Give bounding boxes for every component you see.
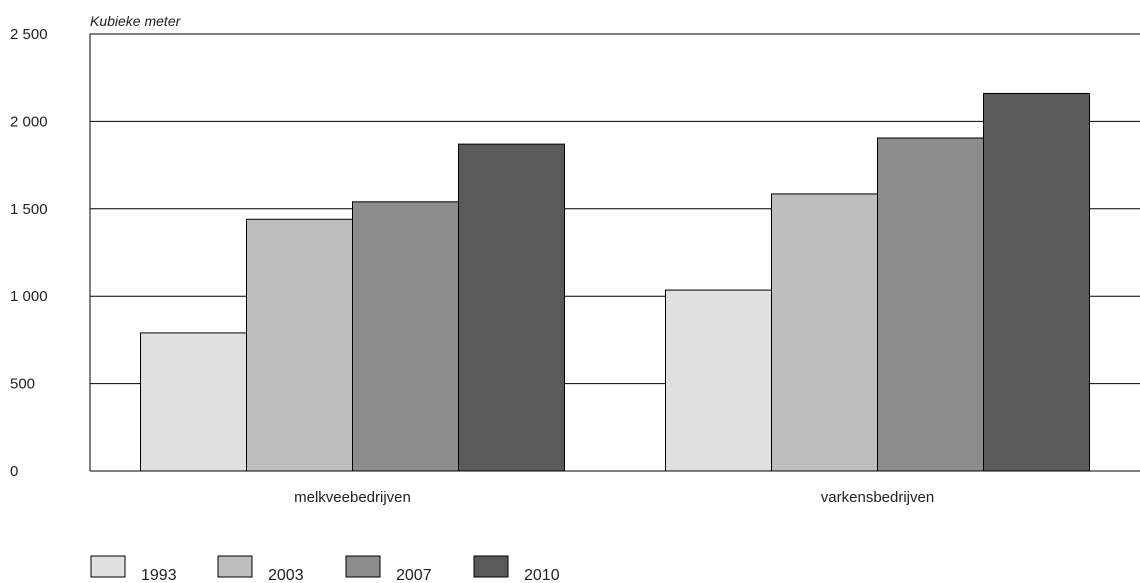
bar-melkveebedrijven-1993 xyxy=(140,332,247,472)
bar-melkveebedrijven-2003 xyxy=(246,218,353,472)
bars xyxy=(140,92,1090,472)
y-tick-label: 0 xyxy=(10,463,18,480)
legend: 1993 2003 2007 2010 xyxy=(90,555,560,583)
y-tick-label: 1 000 xyxy=(10,288,48,305)
y-tick-label: 2 500 xyxy=(10,26,48,43)
legend-swatch-2007 xyxy=(345,555,381,578)
legend-label: 2010 xyxy=(524,567,560,583)
bar-varkensbedrijven-2010 xyxy=(983,92,1090,472)
bar-varkensbedrijven-2007 xyxy=(877,137,984,472)
legend-swatch-2003 xyxy=(217,555,253,578)
y-tick-label: 1 500 xyxy=(10,201,48,218)
bar-varkensbedrijven-2003 xyxy=(771,193,878,472)
bar-varkensbedrijven-1993 xyxy=(665,289,772,472)
bar-melkveebedrijven-2010 xyxy=(458,143,565,472)
category-label: varkensbedrijven xyxy=(821,489,934,506)
category-label: melkveebedrijven xyxy=(294,489,411,506)
legend-swatch-2010 xyxy=(473,555,509,578)
legend-label: 2003 xyxy=(268,567,304,583)
legend-swatch-1993 xyxy=(90,555,126,578)
bar-melkveebedrijven-2007 xyxy=(352,201,459,472)
category-labels: melkveebedrijven varkensbedrijven xyxy=(294,489,934,506)
y-tick-labels: 0 500 1 000 1 500 2 000 2 500 xyxy=(10,26,48,480)
y-tick-label: 500 xyxy=(10,376,35,393)
legend-label: 1993 xyxy=(141,567,177,583)
y-axis-label: Kubieke meter xyxy=(90,13,182,29)
y-tick-label: 2 000 xyxy=(10,113,48,130)
legend-label: 2007 xyxy=(396,567,432,583)
